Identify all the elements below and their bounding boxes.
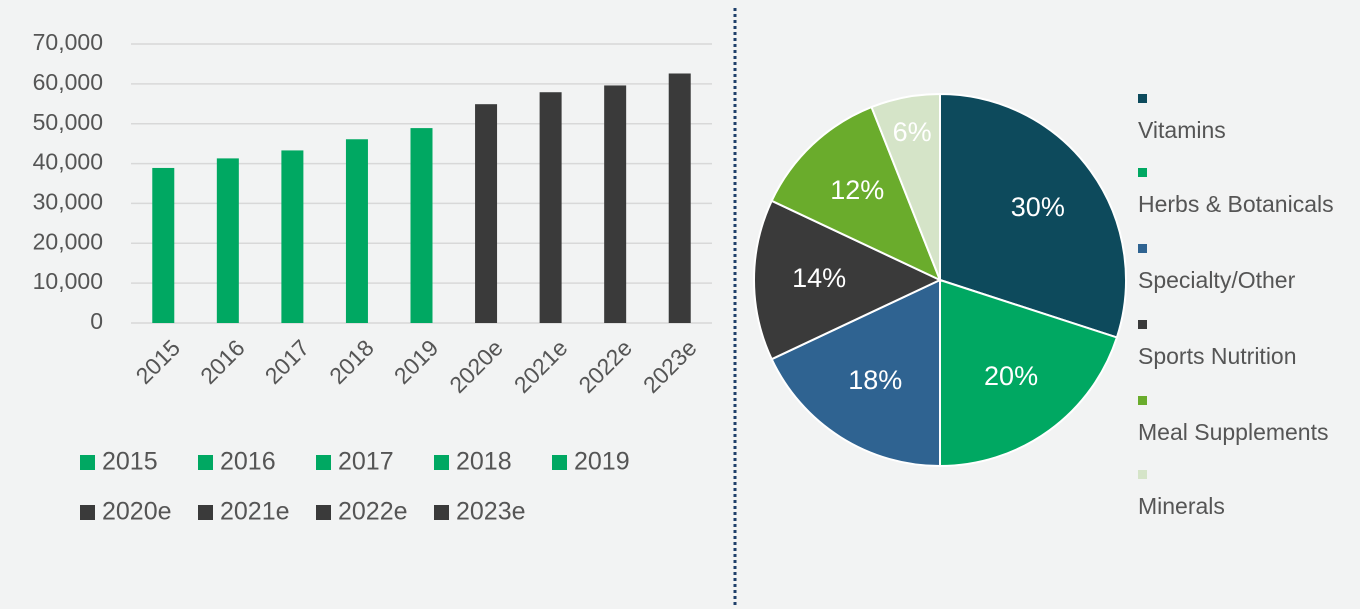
x-tick-label: 2023e: [638, 334, 702, 398]
legend-label: Sports Nutrition: [1138, 343, 1297, 369]
y-tick-label: 70,000: [33, 29, 103, 55]
slice-label: 14%: [792, 263, 846, 293]
legend-swatch: [316, 505, 331, 520]
legend-item: Sports Nutrition: [1138, 310, 1360, 372]
x-tick-label: 2018: [324, 334, 379, 389]
bar: [539, 92, 562, 323]
legend-label: 2016: [220, 448, 276, 476]
legend-item: Specialty/Other: [1138, 234, 1360, 296]
legend-item: Minerals: [1138, 460, 1360, 522]
bar: [152, 167, 175, 323]
y-tick-label: 50,000: [33, 109, 103, 135]
legend-swatch: [1138, 396, 1147, 406]
slice-label: 30%: [1011, 192, 1065, 222]
legend-label: Specialty/Other: [1138, 267, 1296, 293]
bar: [604, 85, 627, 323]
bar: [345, 139, 368, 323]
legend-swatch: [1138, 470, 1147, 480]
bar: [216, 158, 239, 323]
legend-label: 2023e: [456, 498, 526, 526]
y-tick-label: 0: [90, 308, 103, 334]
x-tick-label: 2022e: [573, 334, 637, 398]
slice-label: 12%: [830, 175, 884, 205]
slice-label: 18%: [848, 365, 902, 395]
slice-label: 6%: [893, 117, 932, 147]
legend-swatch: [80, 505, 95, 520]
legend-label: 2015: [102, 448, 158, 476]
legend-item: Vitamins: [1138, 84, 1360, 146]
legend-label: 2020e: [102, 498, 172, 526]
legend-label: Herbs & Botanicals: [1138, 191, 1334, 217]
legend-swatch: [316, 455, 331, 470]
legend-label: 2019: [574, 448, 630, 476]
legend-label: 2017: [338, 448, 394, 476]
x-tick-label: 2015: [131, 334, 186, 389]
legend-label: Vitamins: [1138, 117, 1226, 143]
x-tick-label: 2019: [389, 334, 444, 389]
legend-swatch: [1138, 244, 1147, 254]
legend-swatch: [552, 455, 567, 470]
x-tick-label: 2017: [260, 334, 315, 389]
y-tick-label: 60,000: [33, 69, 103, 95]
legend-label: 2022e: [338, 498, 408, 526]
legend-swatch: [198, 505, 213, 520]
pie-slice: [939, 92, 1127, 339]
bar: [475, 104, 498, 323]
y-tick-label: 10,000: [33, 268, 103, 294]
pie-slice: [770, 105, 942, 282]
bar: [668, 73, 691, 323]
y-tick-label: 20,000: [33, 228, 103, 254]
pie-slice: [870, 92, 941, 281]
slice-label: 20%: [984, 361, 1038, 391]
x-tick-label: 2021e: [509, 334, 573, 398]
legend-label: 2018: [456, 448, 512, 476]
legend-item: Herbs & Botanicals: [1138, 158, 1360, 220]
legend-label: 2021e: [220, 498, 290, 526]
legend-swatch: [1138, 168, 1147, 178]
x-tick-label: 2020e: [444, 334, 508, 398]
legend-label: Minerals: [1138, 493, 1225, 519]
legend-label: Meal Supplements: [1138, 419, 1329, 445]
y-tick-label: 30,000: [33, 189, 103, 215]
x-tick-label: 2016: [195, 334, 250, 389]
bar: [410, 128, 433, 323]
pie-slice: [770, 278, 941, 468]
pie-slice: [939, 278, 1119, 468]
legend-swatch: [434, 505, 449, 520]
legend-swatch: [434, 455, 449, 470]
legend-swatch: [198, 455, 213, 470]
pie-slice: [753, 199, 943, 361]
legend-item: Meal Supplements: [1138, 386, 1360, 448]
y-tick-label: 40,000: [33, 149, 103, 175]
legend-swatch: [80, 455, 95, 470]
legend-swatch: [1138, 94, 1147, 104]
bar: [281, 150, 304, 323]
legend-swatch: [1138, 320, 1147, 330]
